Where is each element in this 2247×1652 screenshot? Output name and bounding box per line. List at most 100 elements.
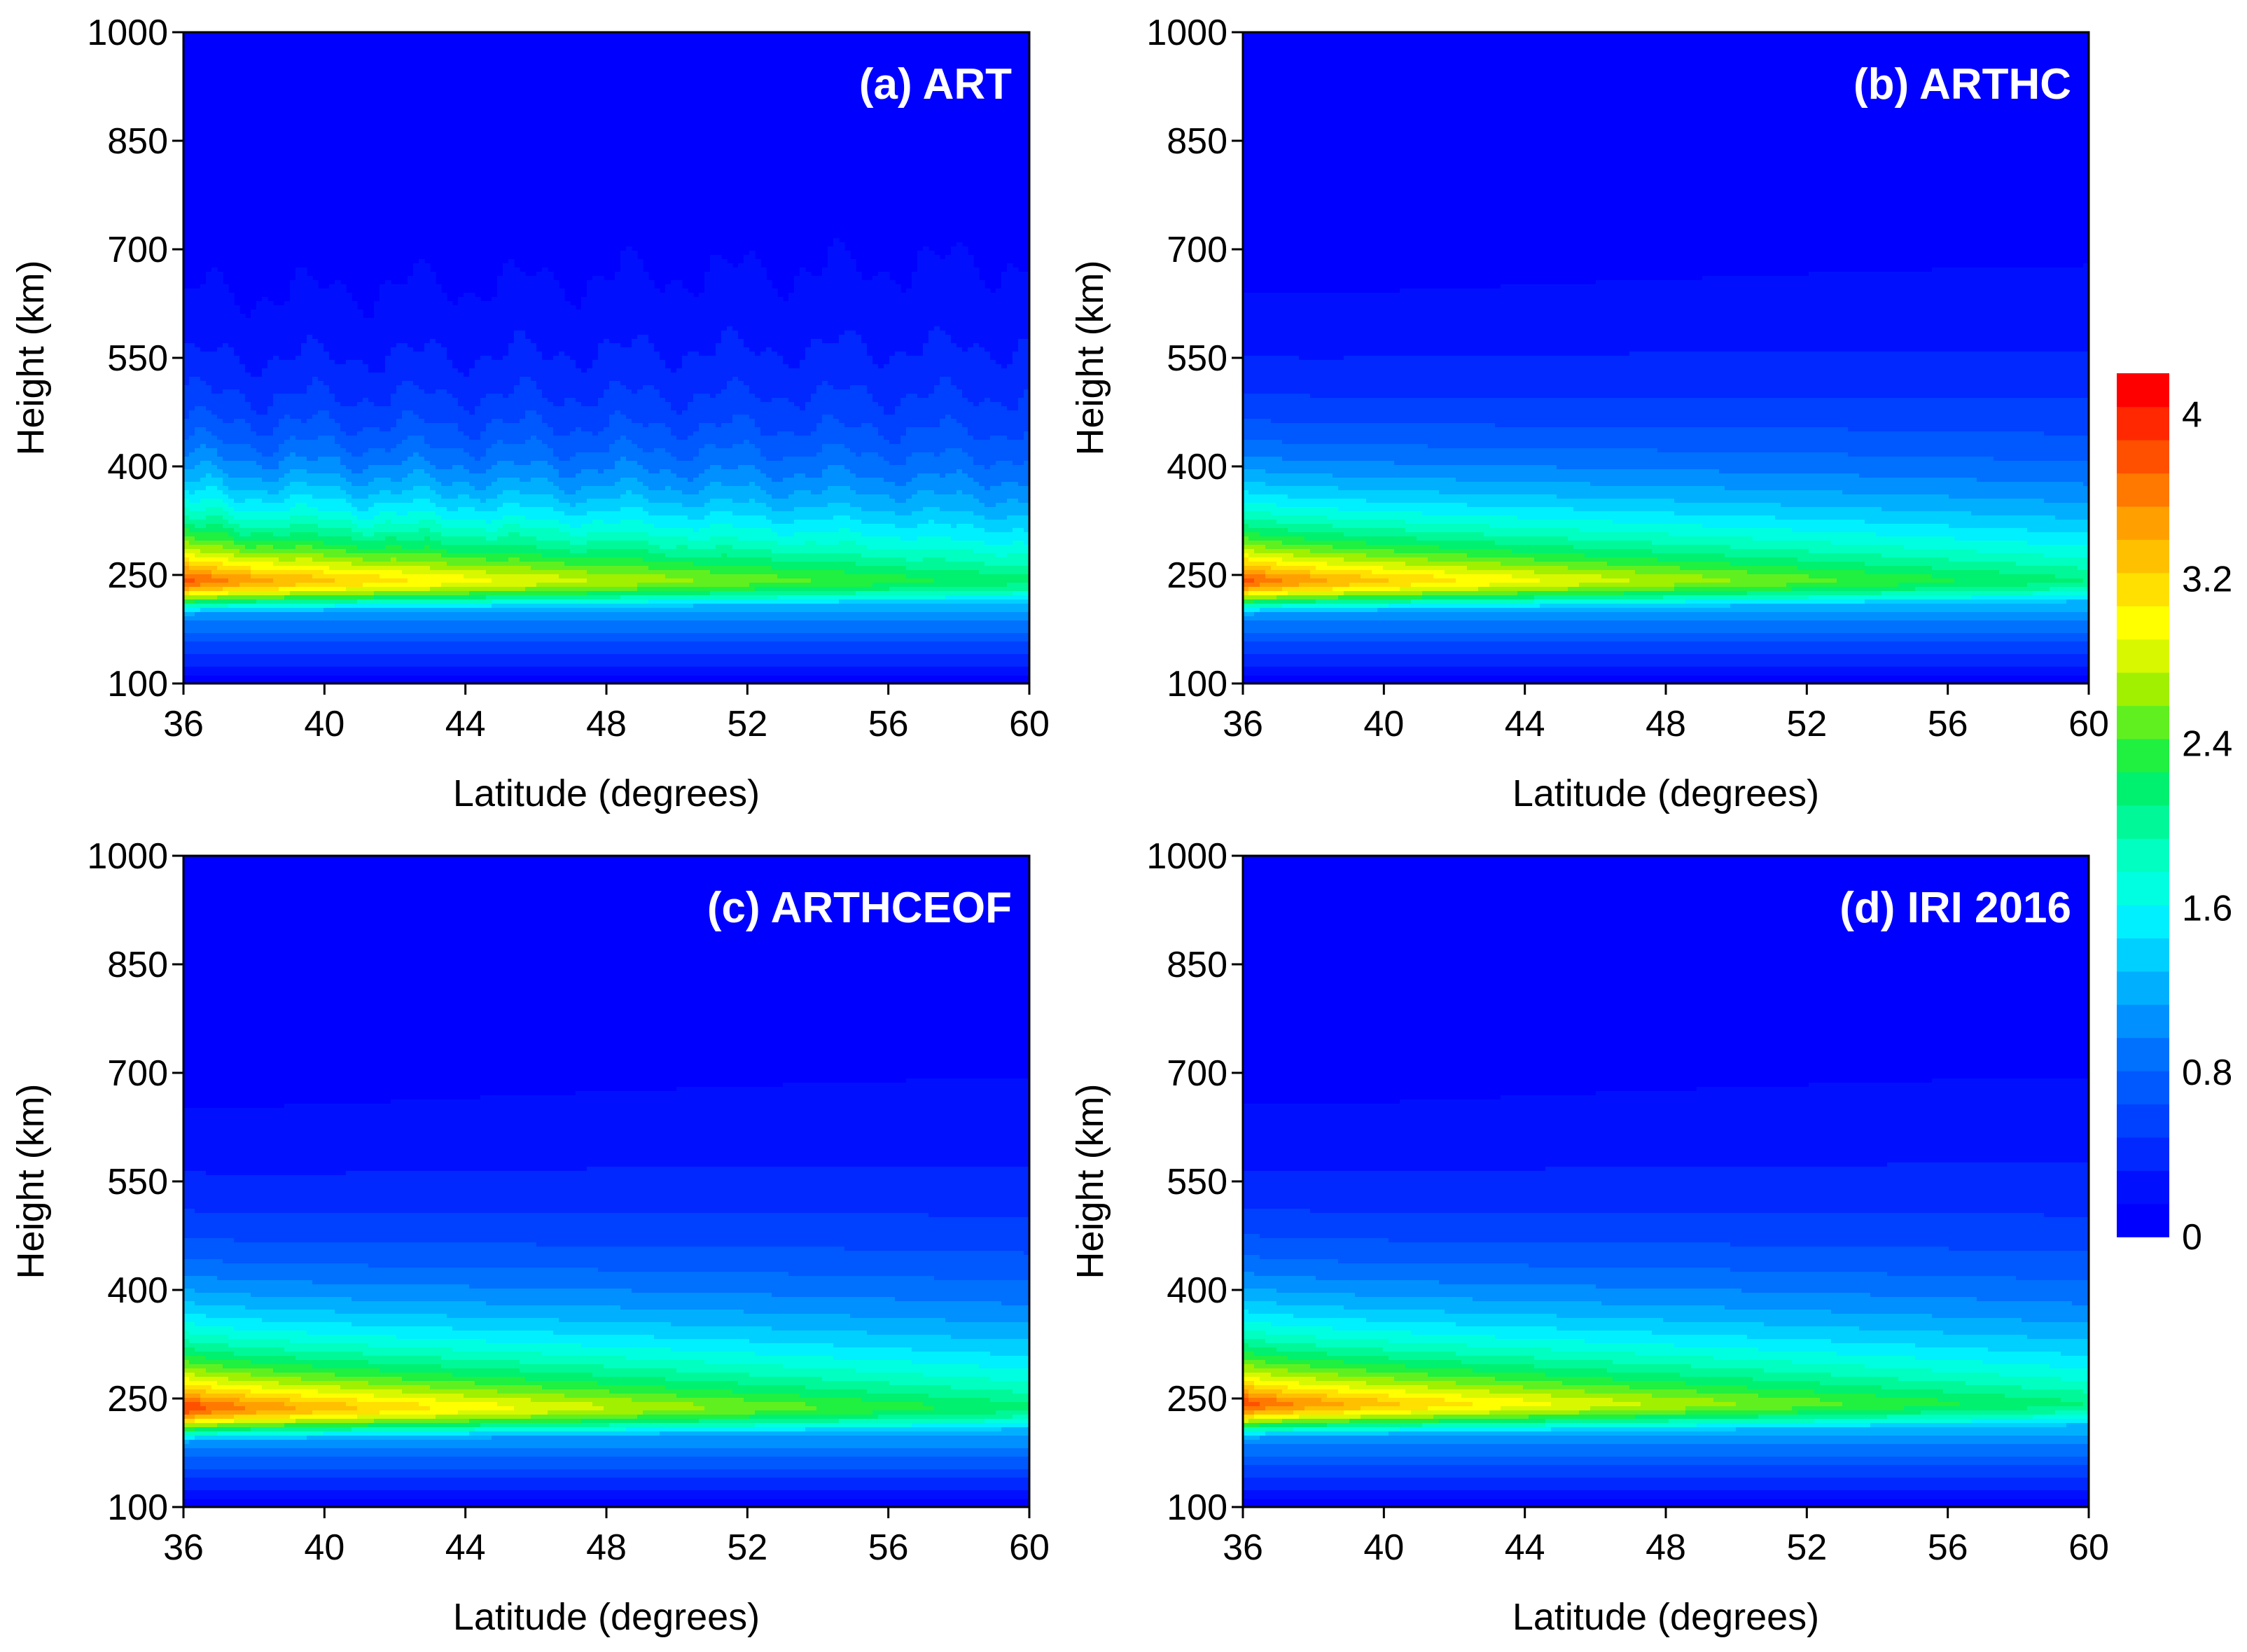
contour-cell (973, 406, 980, 411)
contour-cell (856, 293, 862, 298)
contour-cell (447, 356, 453, 361)
contour-cell (727, 360, 733, 365)
contour-cell (800, 326, 806, 331)
contour-cell (396, 402, 403, 407)
contour-cell (419, 352, 425, 356)
contour-cell (424, 406, 431, 411)
contour-cell (458, 398, 464, 403)
contour-cell (357, 339, 363, 344)
contour-cell (749, 385, 756, 390)
contour-cell (710, 335, 716, 340)
contour-cell (968, 310, 974, 314)
contour-cell (727, 293, 733, 298)
contour-cell (951, 381, 957, 386)
contour-cell (430, 280, 436, 285)
contour-cell (822, 272, 828, 277)
contour-cell (962, 247, 968, 251)
contour-cell (968, 373, 974, 377)
contour-cell (1013, 314, 1019, 319)
contour-cell (1001, 322, 1008, 327)
contour-cell (195, 373, 201, 377)
contour-cell (413, 293, 419, 298)
contour-cell (968, 263, 974, 268)
contour-cell (251, 318, 257, 323)
contour-cell (290, 322, 296, 327)
contour-cell (234, 339, 240, 344)
contour-cell (1018, 280, 1024, 285)
contour-cell (912, 310, 918, 314)
contour-cell (704, 297, 711, 302)
contour-cell (934, 310, 940, 314)
contour-cell (632, 339, 638, 344)
contour-cell (1007, 402, 1013, 407)
contour-cell (671, 352, 677, 356)
contour-cell (912, 347, 918, 352)
contour-cell (441, 343, 447, 348)
contour-cell (917, 381, 924, 386)
contour-cell (772, 373, 778, 377)
contour-cell (413, 364, 419, 369)
contour-cell (206, 389, 212, 394)
contour-cell (318, 289, 324, 293)
contour-cell (749, 339, 756, 344)
contour-cell (632, 406, 638, 411)
contour-cell (1007, 272, 1013, 277)
contour-cell (760, 289, 767, 293)
contour-cell (878, 356, 884, 361)
contour-cell (402, 322, 408, 327)
contour-cell (352, 377, 358, 382)
contour-cell (211, 331, 218, 335)
contour-cell (917, 289, 924, 293)
contour-cell (295, 326, 302, 331)
contour-cell (676, 368, 683, 373)
contour-cell (968, 410, 974, 415)
contour-cell (598, 402, 604, 407)
contour-cell (592, 322, 599, 327)
contour-cell (766, 305, 772, 310)
contour-cell (503, 377, 509, 382)
contour-cell (777, 314, 784, 319)
contour-cell (548, 389, 554, 394)
contour-cell (452, 360, 459, 365)
contour-cell (906, 326, 912, 331)
contour-cell (200, 297, 207, 302)
contour-cell (872, 297, 879, 302)
contour-cell (867, 331, 873, 335)
contour-cell (419, 394, 425, 398)
contour-cell (676, 305, 683, 310)
contour-cell (363, 368, 369, 373)
contour-cell (508, 263, 515, 268)
contour-cell (648, 343, 655, 348)
contour-cell (295, 280, 302, 285)
contour-cell (346, 381, 352, 386)
contour-cell (833, 259, 840, 264)
contour-cell (688, 360, 694, 365)
contour-cell (951, 322, 957, 327)
contour-cell (648, 398, 655, 403)
contour-cell (475, 394, 481, 398)
contour-cell (385, 305, 391, 310)
contour-cell (1007, 280, 1013, 285)
contour-cell (716, 389, 722, 394)
contour-cell (844, 326, 851, 331)
contour-cell (654, 398, 660, 403)
contour-cell (441, 305, 447, 310)
contour-cell (408, 410, 414, 415)
contour-cell (189, 398, 195, 403)
contour-cell (211, 381, 218, 386)
contour-cell (436, 326, 442, 331)
contour-cell (514, 373, 520, 377)
contour-cell (861, 394, 868, 398)
contour-cell (738, 385, 744, 390)
contour-cell (189, 402, 195, 407)
contour-cell (721, 297, 728, 302)
contour-cell (267, 398, 274, 403)
contour-cell (923, 310, 929, 314)
contour-cell (413, 326, 419, 331)
contour-cell (318, 381, 324, 386)
contour-cell (587, 343, 593, 348)
contour-cell (923, 402, 929, 407)
contour-cell (716, 310, 722, 314)
contour-cell (441, 318, 447, 323)
contour-cell (833, 347, 840, 352)
